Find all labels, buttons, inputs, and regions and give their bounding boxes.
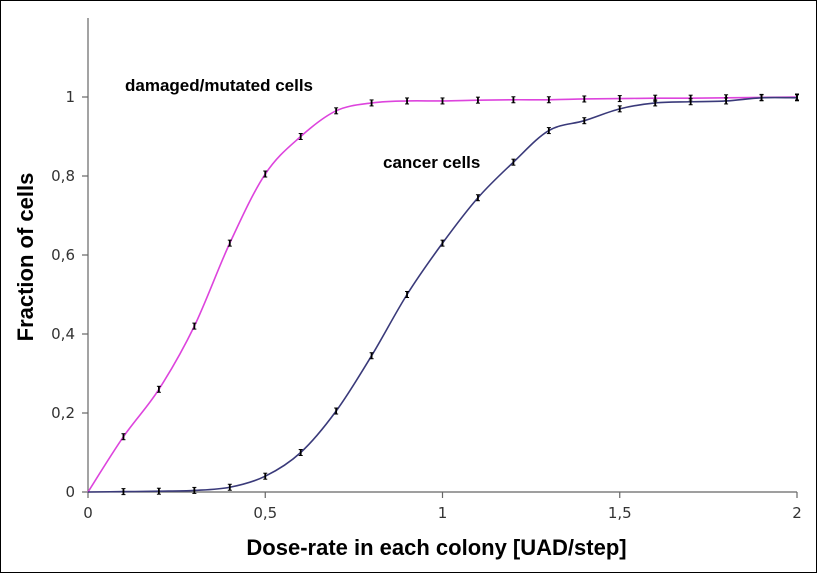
data-point <box>192 486 197 494</box>
y-tick-label: 1 <box>65 88 75 106</box>
data-point <box>405 97 410 105</box>
x-tick-label: 1 <box>438 504 448 522</box>
data-point <box>617 95 622 103</box>
data-point <box>121 433 126 441</box>
data-point <box>227 239 232 247</box>
data-point <box>759 94 764 102</box>
data-point <box>475 194 480 202</box>
y-tick-label: 0,4 <box>51 325 75 343</box>
data-point <box>369 352 374 360</box>
data-point <box>582 95 587 103</box>
data-point <box>334 107 339 115</box>
data-point <box>156 385 161 393</box>
data-point <box>546 127 551 135</box>
series-cancer-cells <box>87 94 799 496</box>
y-tick-label: 0 <box>65 483 75 501</box>
series-layer <box>87 93 799 496</box>
x-tick-label: 1,5 <box>608 504 632 522</box>
data-point <box>653 99 658 107</box>
series-line <box>87 96 798 493</box>
x-axis-title: Dose-rate in each colony [UAD/step] <box>246 535 626 560</box>
data-point <box>369 99 374 107</box>
y-axis-title: Fraction of cells <box>13 173 38 342</box>
data-point <box>546 96 551 104</box>
data-point <box>156 487 161 495</box>
data-point <box>440 239 445 247</box>
y-tick-label: 0,8 <box>51 167 75 185</box>
data-point <box>405 291 410 298</box>
data-point <box>475 96 480 104</box>
data-point <box>724 97 729 105</box>
data-point <box>334 407 339 415</box>
x-tick-label: 2 <box>792 504 802 522</box>
y-tick-label: 0,6 <box>51 246 75 264</box>
data-point <box>227 483 232 491</box>
x-tick-label: 0,5 <box>253 504 277 522</box>
data-point <box>795 94 799 102</box>
data-point <box>121 488 126 496</box>
data-point <box>440 97 445 105</box>
data-point <box>298 133 303 140</box>
y-tick-label: 0,2 <box>51 404 75 422</box>
data-point <box>263 170 268 178</box>
x-tick-label: 0 <box>83 504 93 522</box>
data-point <box>688 98 693 106</box>
ticks: 0 0,5 1 1,5 2 0 0,2 0,4 0,6 0,8 1 <box>51 88 802 522</box>
data-point <box>511 158 516 166</box>
data-point <box>192 322 197 330</box>
data-point <box>582 117 587 125</box>
data-point <box>263 472 268 480</box>
data-point <box>617 105 622 113</box>
data-point <box>298 449 303 456</box>
annotation-cancer-cells: cancer cells <box>383 153 480 172</box>
annotation-damaged-cells: damaged/mutated cells <box>125 76 313 95</box>
data-point <box>511 96 516 104</box>
